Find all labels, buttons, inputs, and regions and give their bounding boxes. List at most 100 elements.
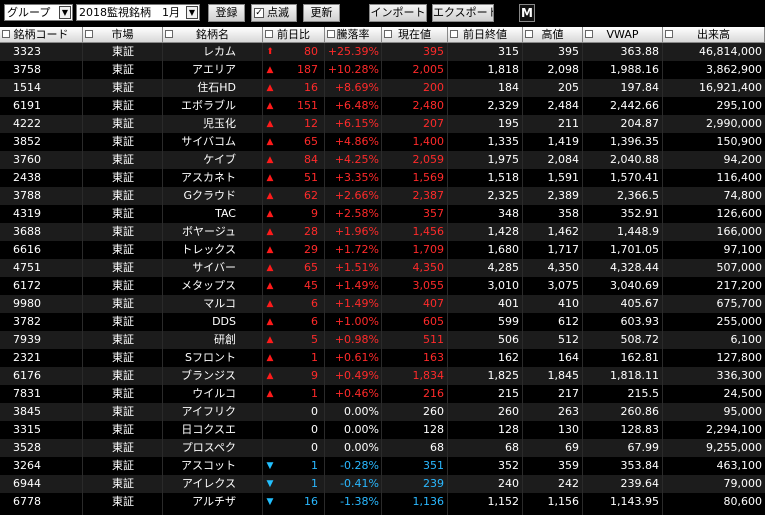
cell-rate: +1.72% bbox=[334, 243, 379, 256]
cell-prev-change: 29 bbox=[304, 243, 318, 256]
header-prev-change[interactable]: 前日比 bbox=[263, 27, 325, 43]
table-row[interactable]: ▲ 3852 東証 サイバコム 65 +4.86% 1,400 1,335 1,419 1,396… bbox=[0, 133, 765, 151]
cell-prev-change: 65 bbox=[304, 135, 318, 148]
table-row[interactable]: 3528 東証 プロスペク 0 0.00% 68 68 69 67.99 9,255,000 bbox=[0, 439, 765, 457]
table-row[interactable]: 3315 東証 日コクスエ 0 0.00% 128 128 130 128.83 2,294,10… bbox=[0, 421, 765, 439]
cell-high: 211 bbox=[558, 117, 579, 130]
table-row[interactable]: ▲ 3782 東証 DDS 6 +1.00% 605 599 612 603.93 255,000 bbox=[0, 313, 765, 331]
header-code[interactable]: 銘柄コード bbox=[0, 27, 83, 43]
cell-name: サイバー bbox=[192, 261, 236, 274]
cell-prev-close: 1,680 bbox=[487, 243, 520, 256]
cell-code: 6191 bbox=[13, 99, 41, 112]
table-row[interactable]: ▲ 3688 東証 ボヤージュ 28 +1.96% 1,456 1,428 1,462 1,448… bbox=[0, 223, 765, 241]
header-volume[interactable]: 出来高 bbox=[663, 27, 765, 43]
cell-prev-change: 1 bbox=[311, 351, 318, 364]
table-row[interactable]: ▲ 2321 東証 Sフロント 1 +0.61% 163 162 164 162.81 127,80… bbox=[0, 349, 765, 367]
cell-prev-change: 12 bbox=[304, 117, 318, 130]
table-row[interactable]: ▼ 6778 東証 アルチザ 16 -1.38% 1,136 1,152 1,156 1,143.… bbox=[0, 493, 765, 511]
table-row[interactable]: ▲ 3788 東証 Gクラウド 62 +2.66% 2,387 2,325 2,389 2,366… bbox=[0, 187, 765, 205]
register-button[interactable]: 登録 bbox=[208, 4, 245, 22]
blink-checkbox[interactable]: ✓ 点滅 bbox=[251, 4, 297, 22]
import-button[interactable]: インポート bbox=[369, 4, 427, 22]
table-row[interactable]: ▲ 3760 東証 ケイブ 84 +4.25% 2,059 1,975 2,084 2,040.8… bbox=[0, 151, 765, 169]
cell-rate: 0.00% bbox=[344, 441, 379, 454]
cell-high: 2,084 bbox=[547, 153, 580, 166]
cell-market: 東証 bbox=[112, 387, 134, 400]
group-select[interactable]: グループ ▼ bbox=[4, 4, 73, 21]
table-row[interactable]: ▼ 6944 東証 アイレクス 1 -0.41% 239 240 242 239.64 79,000 bbox=[0, 475, 765, 493]
table-row[interactable]: ▲ 9980 東証 マルコ 6 +1.49% 407 401 410 405.67 675,700 bbox=[0, 295, 765, 313]
table-row[interactable]: ▲ 6176 東証 ブランジス 9 +0.49% 1,834 1,825 1,845 1,818.… bbox=[0, 367, 765, 385]
watchlist-select[interactable]: 2018監視銘柄 1月 ▼ bbox=[76, 4, 200, 21]
table-row[interactable]: ▼ 3264 東証 アスコット 1 -0.28% 351 352 359 353.84 463,10… bbox=[0, 457, 765, 475]
up-arrow-icon: ▲ bbox=[266, 245, 274, 255]
cell-market: 東証 bbox=[112, 441, 134, 454]
cell-name: アイレクス bbox=[181, 477, 236, 490]
cell-price: 1,709 bbox=[412, 243, 445, 256]
cell-vwap: 1,143.95 bbox=[610, 495, 659, 508]
header-vwap[interactable]: VWAP bbox=[583, 27, 663, 43]
table-row[interactable]: ▲ 7831 東証 ウイルコ 1 +0.46% 216 215 217 215.5 24,500 bbox=[0, 385, 765, 403]
table-row[interactable]: ▲ 7939 東証 研創 5 +0.98% 511 506 512 508.72 6,100 bbox=[0, 331, 765, 349]
cell-market: 東証 bbox=[112, 477, 134, 490]
header-price[interactable]: 現在値 bbox=[382, 27, 448, 43]
table-row[interactable]: ▲ 2438 東証 アスカネト 51 +3.35% 1,569 1,518 1,591 1,570… bbox=[0, 169, 765, 187]
update-button[interactable]: 更新 bbox=[303, 4, 340, 22]
cell-code: 3760 bbox=[13, 153, 41, 166]
table-row[interactable]: ▲ 6616 東証 トレックス 29 +1.72% 1,709 1,680 1,717 1,701… bbox=[0, 241, 765, 259]
cell-prev-close: 240 bbox=[498, 477, 519, 490]
up-arrow-icon: ▲ bbox=[266, 101, 274, 111]
table-row[interactable]: ▲ 4751 東証 サイバー 65 +1.51% 4,350 4,285 4,350 4,328.… bbox=[0, 259, 765, 277]
cell-vwap: 353.84 bbox=[620, 459, 660, 472]
cell-rate: -0.41% bbox=[340, 477, 379, 490]
cell-rate: +4.25% bbox=[334, 153, 379, 166]
cell-prev-change: 9 bbox=[311, 369, 318, 382]
cell-name: 児玉化 bbox=[203, 117, 236, 130]
cell-market: 東証 bbox=[112, 495, 134, 508]
column-divider bbox=[162, 43, 163, 515]
up-arrow-icon: ▲ bbox=[266, 371, 274, 381]
table-row[interactable]: ▲ 4319 東証 TAC 9 +2.58% 357 348 358 352.91 126,600 bbox=[0, 205, 765, 223]
cell-price: 605 bbox=[423, 315, 444, 328]
table-row[interactable]: ▲ 4222 東証 児玉化 12 +6.15% 207 195 211 204.87 2,990,0… bbox=[0, 115, 765, 133]
table-row[interactable]: ▲ 3758 東証 アエリア 187 +10.28% 2,005 1,818 2,098 1,98… bbox=[0, 61, 765, 79]
cell-vwap: 215.5 bbox=[627, 387, 660, 400]
cell-price: 260 bbox=[423, 405, 444, 418]
cell-rate: +6.48% bbox=[334, 99, 379, 112]
header-prev-close[interactable]: 前日終値 bbox=[448, 27, 523, 43]
cell-volume: 255,000 bbox=[716, 315, 763, 328]
cell-prev-close: 3,010 bbox=[487, 279, 520, 292]
cell-vwap: 1,448.9 bbox=[617, 225, 659, 238]
header-rate[interactable]: 騰落率 bbox=[325, 27, 382, 43]
up-arrow-icon: ▲ bbox=[266, 335, 274, 345]
cell-volume: 336,300 bbox=[716, 369, 763, 382]
header-market[interactable]: 市場 bbox=[83, 27, 163, 43]
cell-name: アイフリク bbox=[181, 405, 236, 418]
header-name[interactable]: 銘柄名 bbox=[163, 27, 263, 43]
cell-price: 395 bbox=[423, 45, 444, 58]
cell-price: 1,834 bbox=[412, 369, 445, 382]
chevron-down-icon[interactable]: ▼ bbox=[186, 6, 198, 19]
export-button[interactable]: エクスポート bbox=[432, 4, 494, 22]
cell-price: 128 bbox=[423, 423, 444, 436]
group-select-value: グループ bbox=[7, 6, 51, 19]
cell-market: 東証 bbox=[112, 423, 134, 436]
table-row[interactable]: ▲ 6191 東証 エボラブル 151 +6.48% 2,480 2,329 2,484 2,44… bbox=[0, 97, 765, 115]
table-row[interactable]: ▲ 6172 東証 メタップス 45 +1.49% 3,055 3,010 3,075 3,040… bbox=[0, 277, 765, 295]
cell-prev-change: 6 bbox=[311, 297, 318, 310]
table-row[interactable]: ⬆ 3323 東証 レカム 80 +25.39% 395 315 395 363.88 46,814… bbox=[0, 43, 765, 61]
cell-prev-change: 187 bbox=[297, 63, 318, 76]
cell-prev-change: 151 bbox=[297, 99, 318, 112]
table-row[interactable]: 3845 東証 アイフリク 0 0.00% 260 260 263 260.86 95,000 bbox=[0, 403, 765, 421]
chevron-down-icon[interactable]: ▼ bbox=[59, 6, 71, 19]
header-high[interactable]: 高値 bbox=[523, 27, 583, 43]
table-row[interactable]: ▲ 1514 東証 住石HD 16 +8.69% 200 184 205 197.84 16,921… bbox=[0, 79, 765, 97]
cell-code: 2438 bbox=[13, 171, 41, 184]
column-divider bbox=[262, 43, 263, 515]
cell-prev-change: 1 bbox=[311, 459, 318, 472]
up-arrow-icon: ▲ bbox=[266, 209, 274, 219]
m-button[interactable]: M bbox=[519, 4, 535, 22]
cell-code: 6172 bbox=[13, 279, 41, 292]
cell-prev-close: 4,285 bbox=[487, 261, 520, 274]
down-arrow-icon: ▼ bbox=[266, 497, 274, 507]
